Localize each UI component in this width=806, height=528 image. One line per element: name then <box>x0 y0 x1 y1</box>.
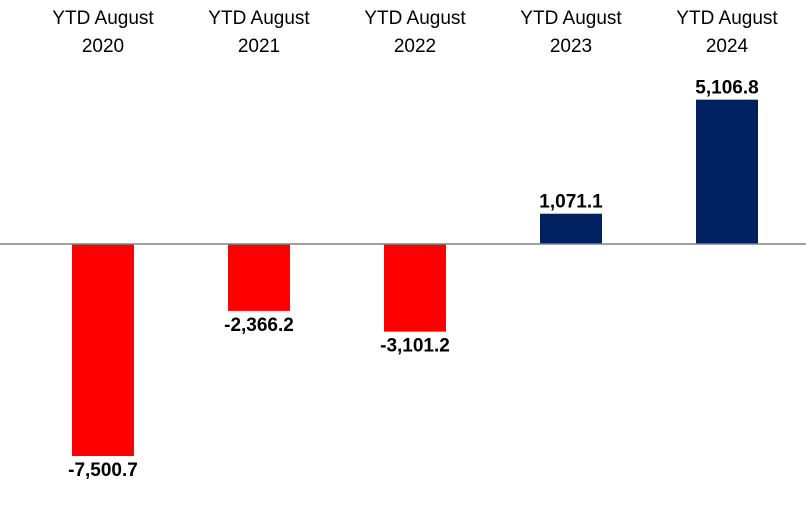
bar-3 <box>384 244 446 332</box>
bar-1 <box>72 244 134 456</box>
value-label-1: -7,500.7 <box>68 460 138 481</box>
value-label-4: 1,071.1 <box>539 192 603 213</box>
bar-5 <box>696 99 758 244</box>
value-label-2: -2,366.2 <box>224 315 294 336</box>
category-labels: YTD August 2020 YTD August 2021 YTD August 20… <box>52 8 778 57</box>
bar-2 <box>228 244 290 311</box>
category-label-4: YTD August 2023 <box>520 8 622 57</box>
category-label-3: YTD August 2022 <box>364 8 466 57</box>
bars <box>72 99 758 456</box>
category-label-2: YTD August 2021 <box>208 8 310 57</box>
bar-4 <box>540 213 602 244</box>
category-label-5: YTD August 2024 <box>676 8 778 57</box>
value-label-3: -3,101.2 <box>380 336 450 357</box>
value-label-5: 5,106.8 <box>695 78 758 99</box>
value-labels: -7,500.7 -2,366.2 -3,101.2 1,071.1 5,106.8 <box>68 78 759 481</box>
category-label-1: YTD August 2020 <box>52 8 154 57</box>
